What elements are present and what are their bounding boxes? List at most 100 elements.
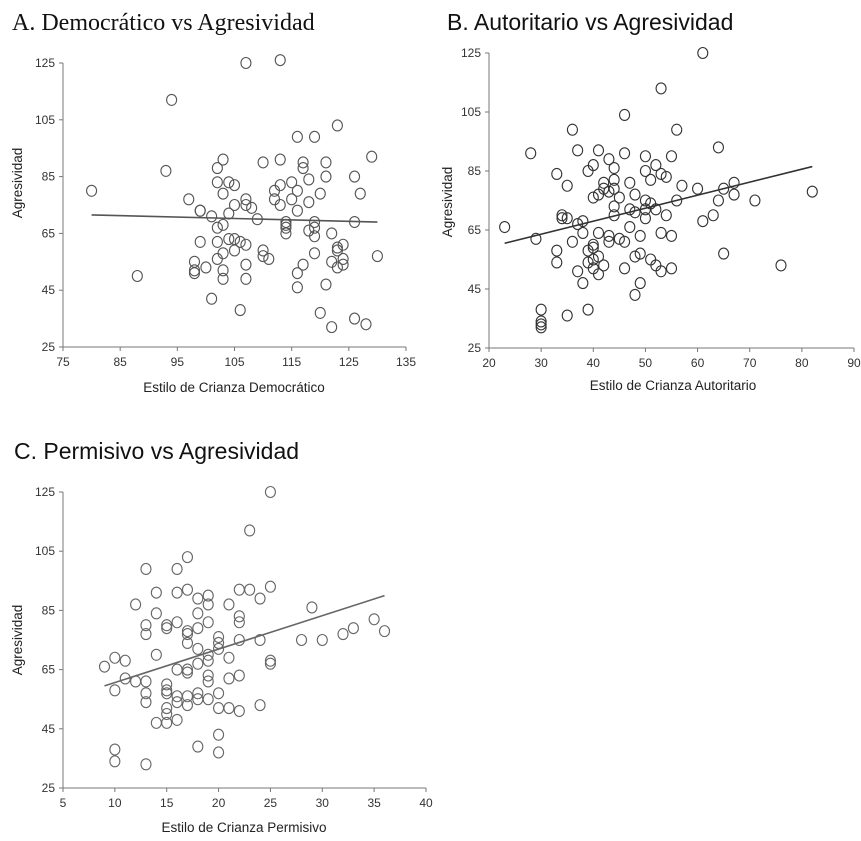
data-point: [240, 272, 252, 285]
x-tick-label: 40: [419, 796, 433, 810]
data-point: [291, 184, 303, 197]
data-point: [697, 215, 709, 228]
data-point: [160, 164, 172, 177]
data-point: [551, 244, 563, 257]
data-point: [213, 687, 225, 700]
data-point: [233, 610, 245, 623]
data-point: [566, 235, 578, 248]
data-point: [348, 170, 361, 183]
y-tick-label: 85: [42, 170, 56, 184]
data-point: [297, 162, 309, 175]
data-point: [561, 309, 573, 322]
data-point: [308, 130, 321, 143]
data-point: [337, 252, 349, 266]
x-tick-label: 20: [482, 356, 496, 370]
data-point: [257, 250, 269, 263]
y-tick-label: 25: [42, 781, 56, 795]
data-point: [624, 221, 636, 234]
data-point: [530, 232, 542, 245]
data-point: [650, 203, 662, 216]
data-point: [257, 244, 269, 257]
data-point: [171, 663, 183, 676]
x-tick-label: 115: [282, 355, 301, 369]
data-point: [233, 669, 245, 682]
data-point: [161, 716, 173, 729]
trend-line: [104, 594, 385, 687]
data-point: [228, 179, 241, 192]
y-tick-label: 25: [468, 341, 482, 355]
data-point: [320, 278, 332, 291]
data-point: [619, 108, 631, 121]
data-point: [240, 198, 252, 212]
data-point: [655, 82, 667, 95]
data-point: [188, 267, 201, 280]
data-point: [150, 716, 162, 729]
data-point: [608, 162, 620, 175]
data-point: [718, 247, 730, 260]
data-point: [608, 200, 620, 213]
data-point: [608, 173, 620, 186]
data-point: [619, 262, 631, 275]
data-point: [320, 156, 332, 169]
data-point: [347, 622, 359, 635]
trend-line: [504, 165, 813, 245]
data-point: [140, 628, 152, 641]
data-point: [264, 580, 276, 593]
data-point: [535, 318, 547, 331]
data-point: [161, 687, 173, 700]
data-point: [665, 262, 678, 275]
data-point: [140, 619, 152, 632]
data-point: [223, 702, 235, 715]
data-point: [263, 252, 275, 266]
data-point: [629, 188, 641, 201]
data-point: [297, 156, 309, 169]
data-point: [130, 598, 142, 611]
data-point: [181, 699, 194, 712]
data-point: [295, 633, 308, 647]
data-point: [634, 277, 646, 290]
data-point: [368, 613, 380, 626]
y-tick-label: 105: [35, 544, 55, 558]
data-point: [217, 264, 229, 277]
y-axis-label: Agresividad: [10, 148, 25, 219]
data-point: [234, 304, 246, 317]
data-point: [378, 625, 391, 638]
data-point: [371, 250, 383, 263]
data-point: [551, 167, 563, 180]
data-point: [291, 204, 303, 217]
data-point: [161, 622, 173, 635]
data-point: [331, 261, 343, 274]
data-point: [206, 210, 218, 223]
data-point: [665, 229, 678, 242]
data-point: [274, 54, 286, 67]
data-point: [331, 119, 343, 132]
y-axis-label: Agresividad: [440, 167, 455, 238]
data-point: [150, 607, 162, 620]
y-tick-label: 85: [468, 164, 482, 178]
data-point: [572, 144, 584, 157]
y-tick-label: 65: [468, 223, 482, 237]
data-point: [150, 648, 162, 661]
y-tick-label: 65: [42, 226, 56, 240]
x-tick-label: 60: [691, 356, 705, 370]
data-point: [556, 212, 568, 225]
chart-title-b: B. Autoritario vs Agresividad: [447, 9, 734, 35]
data-point: [188, 264, 201, 277]
data-point: [619, 147, 631, 160]
data-point: [314, 187, 326, 200]
data-point: [535, 315, 547, 328]
data-point: [360, 318, 372, 331]
data-point: [348, 312, 361, 325]
data-point: [223, 176, 235, 189]
data-point: [577, 277, 589, 290]
x-tick-label: 30: [316, 796, 330, 810]
data-point: [171, 586, 183, 599]
y-tick-label: 45: [42, 283, 56, 297]
data-point: [211, 162, 223, 175]
data-point: [535, 303, 547, 316]
y-tick-label: 125: [35, 485, 55, 499]
data-point: [274, 198, 286, 212]
data-point: [217, 153, 229, 166]
data-point: [264, 657, 276, 670]
y-tick-label: 125: [35, 56, 55, 70]
